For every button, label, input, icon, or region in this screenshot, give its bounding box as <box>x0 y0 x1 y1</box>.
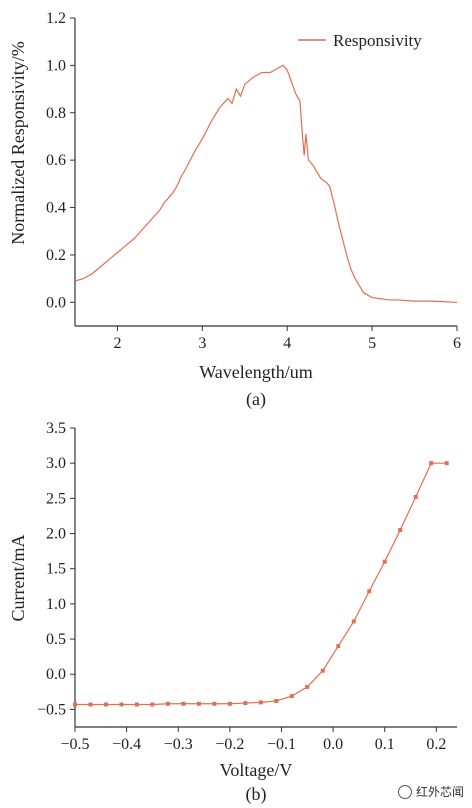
y-axis-label: Current/mA <box>8 535 28 622</box>
data-point <box>134 702 139 707</box>
y-tick-label: 0.0 <box>46 666 66 683</box>
x-tick-label: 6 <box>453 335 461 352</box>
x-tick-label: 5 <box>368 335 376 352</box>
x-axis-label: Voltage/V <box>220 760 293 780</box>
x-tick-label: −0.3 <box>164 736 193 753</box>
y-tick-label: 0.8 <box>46 105 66 122</box>
y-tick-label: −0.5 <box>37 701 66 718</box>
y-tick-label: 1.2 <box>46 10 66 27</box>
data-point <box>181 701 186 706</box>
panel-label: (a) <box>246 389 266 410</box>
x-tick-label: 4 <box>283 335 291 352</box>
y-tick-label: 0.4 <box>46 200 66 217</box>
data-point <box>444 461 449 466</box>
data-point <box>382 559 387 564</box>
y-tick-label: 0.6 <box>46 152 66 169</box>
chart-panel-a: 2 3 4 5 6 0.0 0.2 0.4 0.6 0.8 1.0 1.2 Wavelength/um N… <box>8 10 461 410</box>
data-point <box>305 684 310 689</box>
x-axis-label: Wavelength/um <box>199 362 313 382</box>
data-point <box>243 701 248 706</box>
data-point <box>258 700 263 705</box>
y-tick-label: 0.2 <box>46 247 66 264</box>
x-tick-label: −0.4 <box>112 736 141 753</box>
wechat-icon <box>397 784 412 799</box>
data-point <box>196 701 201 706</box>
data-point <box>165 701 170 706</box>
data-point <box>274 698 279 703</box>
x-tick-label: −0.1 <box>267 736 296 753</box>
panel-label: (b) <box>246 784 267 805</box>
y-tick-label: 0.5 <box>46 631 66 648</box>
watermark: 红外芯闻 <box>397 783 464 800</box>
data-point <box>429 461 434 466</box>
x-tick-label: 3 <box>198 335 206 352</box>
y-tick-label: 3.0 <box>46 455 66 472</box>
data-point <box>336 644 341 649</box>
data-point <box>227 701 232 706</box>
data-point <box>212 701 217 706</box>
x-tick-label: 0.2 <box>426 736 446 753</box>
y-tick-label: 1.0 <box>46 596 66 613</box>
series-line-0 <box>75 462 447 706</box>
data-point <box>320 668 325 673</box>
data-point <box>73 702 77 707</box>
y-tick-label: 1.0 <box>46 57 66 74</box>
legend-label: Responsivity <box>333 31 422 50</box>
data-point <box>150 702 155 707</box>
data-point <box>367 589 372 594</box>
x-tick-label: −0.5 <box>60 736 89 753</box>
x-tick-label: 0.1 <box>375 736 395 753</box>
y-tick-label: 2.0 <box>46 526 66 543</box>
data-point <box>398 528 403 533</box>
data-point <box>119 702 124 707</box>
series-line-responsivity <box>74 64 458 303</box>
x-tick-label: 2 <box>113 335 121 352</box>
watermark-text: 红外芯闻 <box>415 785 464 799</box>
x-tick-label: 0.0 <box>323 736 343 753</box>
data-point <box>351 619 356 624</box>
data-point <box>413 494 418 499</box>
x-tick-label: −0.2 <box>215 736 244 753</box>
y-tick-label: 2.5 <box>46 490 66 507</box>
chart-panel-b: −0.5 −0.4 −0.3 −0.2 −0.1 0.0 0.1 0.2 −0.5 0.0 0.5 1… <box>8 420 457 805</box>
y-axis-label: Normalized Responsivity/% <box>8 41 28 244</box>
data-point <box>289 694 294 699</box>
data-point <box>88 702 93 707</box>
y-tick-label: 3.5 <box>46 420 66 437</box>
y-tick-label: 0.0 <box>46 294 66 311</box>
y-tick-label: 1.5 <box>46 561 66 578</box>
data-point <box>103 702 108 707</box>
